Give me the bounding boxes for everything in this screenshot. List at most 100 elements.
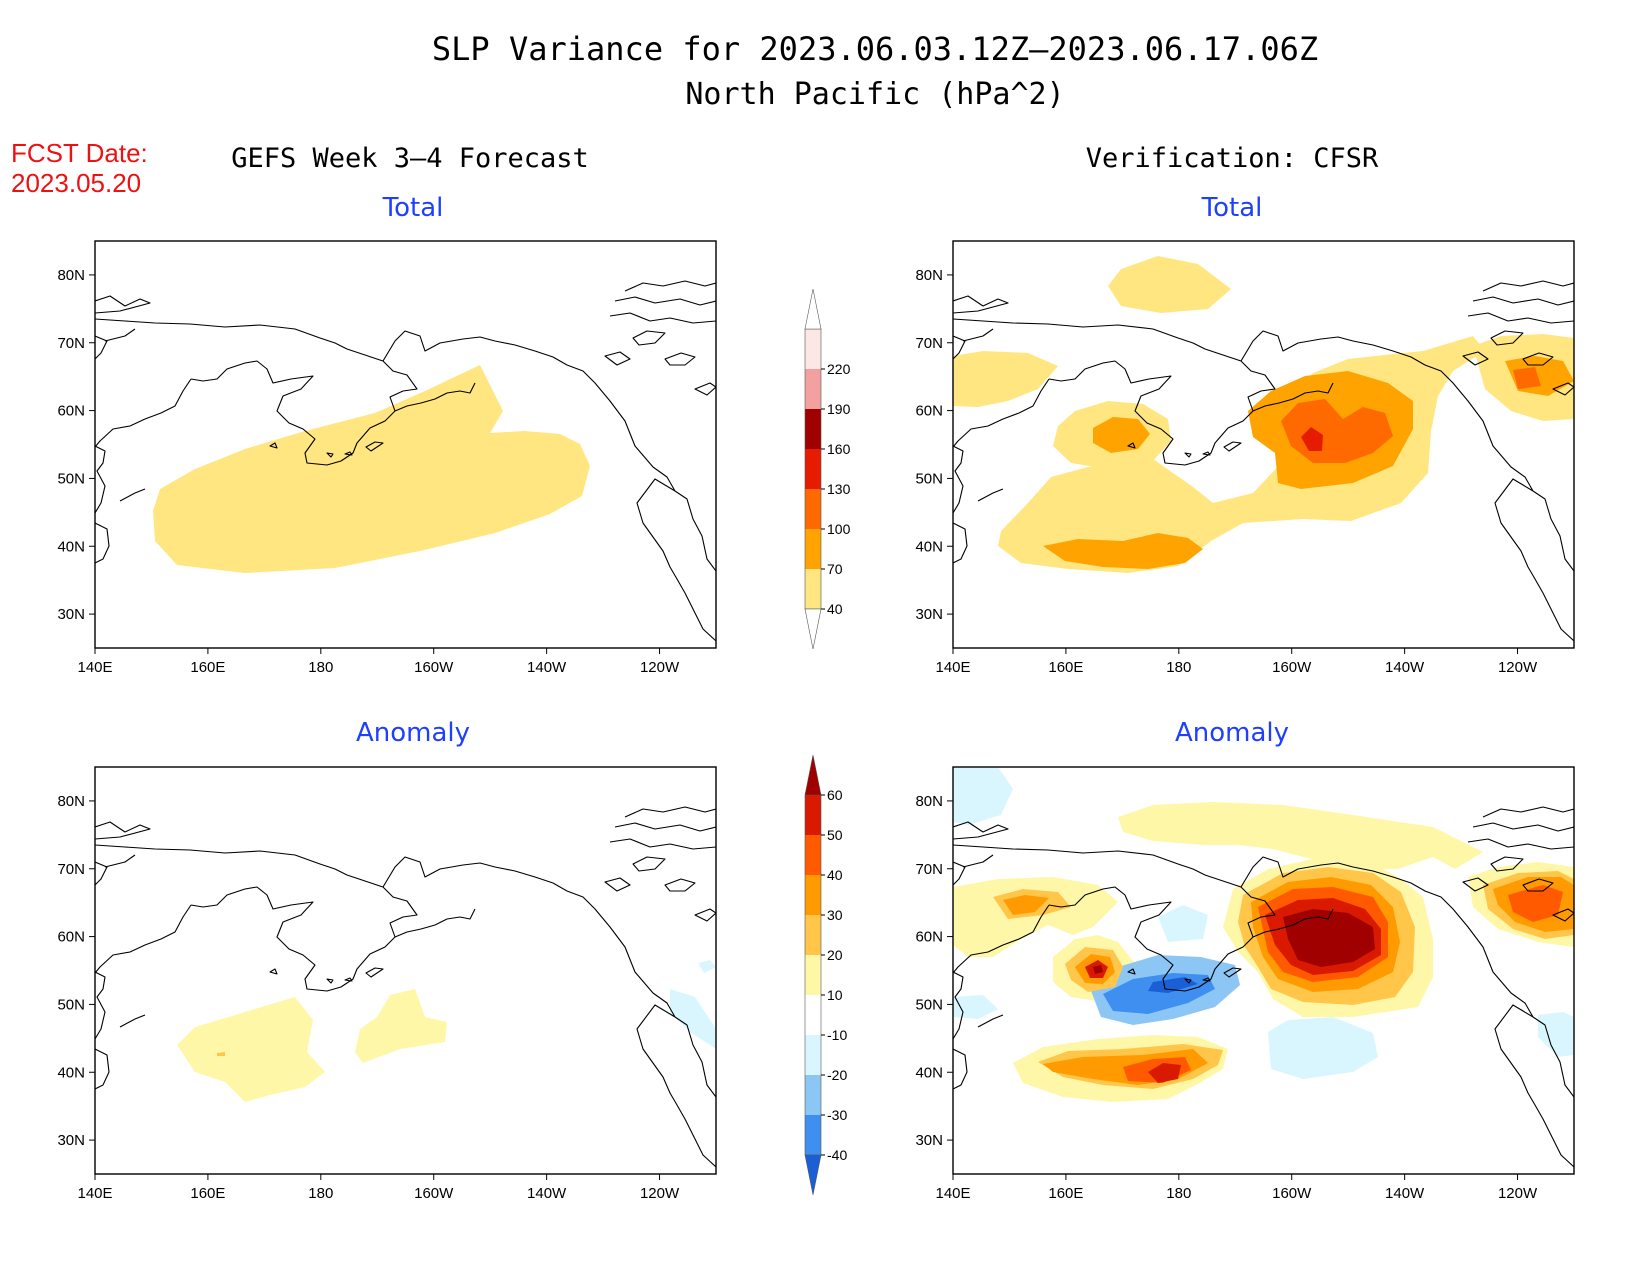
lat-label: 70N — [57, 861, 85, 878]
colorbar-swatch — [805, 875, 821, 915]
colorbar-swatch — [805, 955, 821, 995]
colorbar-label: 220 — [827, 361, 851, 377]
map-border — [94, 240, 717, 649]
main-title: SLP Variance for 2023.06.03.12Z–2023.06.… — [432, 30, 1318, 68]
lon-label: 140E — [935, 659, 970, 676]
colorbar-label: 160 — [827, 441, 851, 457]
anomaly-contour-neg10 — [1268, 1017, 1378, 1079]
colorbar-label: -30 — [827, 1107, 847, 1123]
map-frame-1: 140E 160E 180 160W 140W 120W 30N 40N 50N 60N 70N 80… — [915, 240, 1575, 676]
anomaly-contour-neg10 — [1158, 905, 1208, 942]
lon-label: 140E — [77, 659, 112, 676]
colorbar-swatch — [805, 1035, 821, 1075]
variance-contour-70 — [1043, 533, 1203, 569]
variance-contour-40 — [953, 351, 1058, 407]
colorbar-label: 100 — [827, 521, 851, 537]
colorbar-label: -40 — [827, 1147, 847, 1163]
colorbar-swatch — [805, 795, 821, 835]
colorbar-swatch — [805, 1115, 821, 1155]
lat-label: 40N — [915, 538, 943, 555]
anomaly-contour-30 — [1003, 895, 1049, 915]
lat-label: 80N — [915, 793, 943, 810]
colorbar-arrow-bottom — [804, 608, 822, 650]
lat-label: 50N — [57, 470, 85, 487]
fcst-date-label: FCST Date: — [11, 138, 148, 168]
lon-label: 120W — [1498, 1185, 1538, 1202]
panel-subtitle-verification-total: Total — [1201, 193, 1263, 223]
colorbar-swatch — [805, 1075, 821, 1115]
fcst-date-value: 2023.05.20 — [11, 168, 141, 198]
lon-label: 160E — [1048, 1185, 1083, 1202]
lon-label: 160W — [414, 1185, 454, 1202]
lat-label: 60N — [57, 403, 85, 420]
map-border — [952, 240, 1575, 649]
variance-contour-40 — [1108, 256, 1231, 313]
main-subtitle: North Pacific (hPa^2) — [685, 77, 1064, 112]
anomaly-contour-60 — [1283, 909, 1375, 967]
panel-verification-anomaly — [953, 767, 1574, 1168]
colorbar-swatch — [805, 835, 821, 875]
lat-label: 30N — [915, 606, 943, 623]
lon-label: 180 — [1166, 659, 1191, 676]
lon-label: 120W — [640, 1185, 680, 1202]
colorbar-anomaly: -40 -30 -20 -10 10 20 30 40 50 60 — [804, 754, 847, 1196]
anomaly-contour-40 — [1508, 885, 1563, 922]
coastline — [953, 280, 1574, 642]
map-border — [94, 766, 717, 1175]
panel-verification-total — [953, 256, 1574, 642]
colorbar-label: 30 — [827, 907, 843, 923]
lat-label: 70N — [915, 861, 943, 878]
anomaly-contour-neg10 — [698, 960, 716, 973]
colorbar-swatch — [805, 569, 821, 609]
colorbar-label: 20 — [827, 947, 843, 963]
colorbar-total: 40 70 100 130 160 190 220 — [804, 288, 851, 650]
lon-label: 180 — [308, 1185, 333, 1202]
lat-label: 60N — [915, 929, 943, 946]
colorbar-swatch — [805, 995, 821, 1035]
colorbar-swatch — [805, 915, 821, 955]
lat-label: 30N — [57, 606, 85, 623]
panel-subtitle-verification-anomaly: Anomaly — [1175, 718, 1289, 748]
variance-contour-70 — [1093, 417, 1150, 453]
lat-label: 40N — [57, 1064, 85, 1081]
variance-contour-130 — [1301, 427, 1323, 451]
lat-label: 70N — [915, 335, 943, 352]
lat-label: 50N — [915, 996, 943, 1013]
map-frame-0: 140E 160E 180 160W 140W 120W 30N 40N 50N 60N 70N 80… — [57, 240, 717, 676]
colorbar-label: 50 — [827, 827, 843, 843]
variance-contour-100 — [1513, 367, 1541, 389]
lat-label: 60N — [57, 929, 85, 946]
colorbar-arrow-top — [804, 754, 822, 796]
lon-label: 140W — [527, 1185, 567, 1202]
colorbar-arrow-top — [804, 288, 822, 330]
lon-label: 140W — [1385, 659, 1425, 676]
colorbar-label: 10 — [827, 987, 843, 1003]
lon-label: 160E — [190, 659, 225, 676]
colorbar-label: -10 — [827, 1027, 847, 1043]
panel-forecast-total — [95, 280, 716, 642]
lon-label: 160E — [190, 1185, 225, 1202]
lon-label: 140E — [77, 1185, 112, 1202]
lon-label: 140W — [527, 659, 567, 676]
panel-subtitle-forecast-anomaly: Anomaly — [356, 718, 470, 748]
coastline — [953, 806, 1574, 1168]
lat-label: 30N — [915, 1132, 943, 1149]
anomaly-contour-10 — [1118, 802, 1483, 869]
panel-forecast-anomaly — [95, 806, 716, 1168]
anomaly-contour-neg10 — [670, 989, 716, 1049]
colorbar-label: 40 — [827, 601, 843, 617]
colorbar-swatch — [805, 369, 821, 409]
anomaly-contour-20 — [217, 1052, 225, 1056]
colorbar-label: 60 — [827, 787, 843, 803]
forecast-column-title: GEFS Week 3–4 Forecast — [231, 143, 589, 174]
lat-label: 70N — [57, 335, 85, 352]
lat-label: 80N — [915, 267, 943, 284]
colorbar-swatch — [805, 529, 821, 569]
lon-label: 160W — [1272, 659, 1312, 676]
colorbar-swatch — [805, 489, 821, 529]
map-frame-2: 140E 160E 180 160W 140W 120W 30N 40N 50N 60N 70N 80… — [57, 766, 717, 1202]
anomaly-contour-neg10 — [953, 767, 1013, 825]
colorbar-label: 40 — [827, 867, 843, 883]
anomaly-contour-neg10 — [1538, 1012, 1574, 1057]
lat-label: 60N — [915, 403, 943, 420]
